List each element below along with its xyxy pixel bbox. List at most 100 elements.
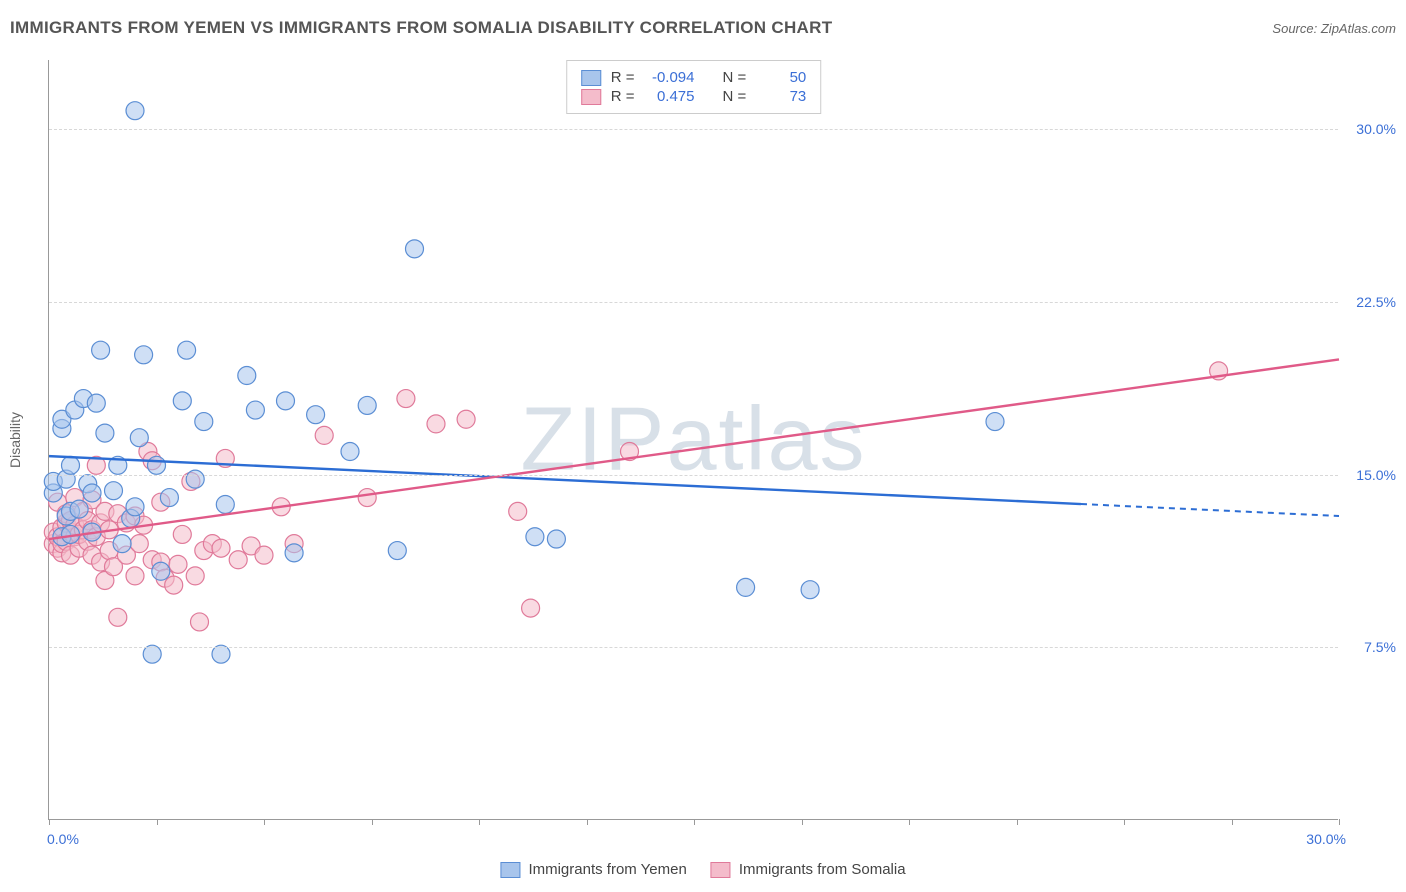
- data-point: [191, 613, 209, 631]
- trend-line: [49, 359, 1339, 539]
- plot-area: ZIPatlas R =-0.094N =50R =0.475N =73 Dis…: [48, 60, 1338, 820]
- chart-svg: [49, 60, 1338, 819]
- data-point: [126, 498, 144, 516]
- data-point: [126, 567, 144, 585]
- stats-legend: R = -0.094 N = 50 R = 0.475 N = 73: [566, 60, 822, 114]
- data-point: [126, 102, 144, 120]
- data-point: [341, 443, 359, 461]
- r-value: 0.475: [645, 88, 695, 105]
- data-point: [457, 410, 475, 428]
- xtick: [479, 819, 480, 825]
- data-point: [83, 484, 101, 502]
- data-point: [406, 240, 424, 258]
- x-axis-max-label: 30.0%: [1306, 831, 1346, 847]
- bottom-legend: Immigrants from Yemen Immigrants from Som…: [500, 861, 905, 878]
- gridline: [49, 129, 1338, 130]
- r-label: R =: [611, 69, 635, 86]
- xtick: [264, 819, 265, 825]
- n-value: 73: [756, 88, 806, 105]
- data-point: [87, 394, 105, 412]
- data-point: [509, 502, 527, 520]
- n-label: N =: [723, 69, 747, 86]
- stats-row: R = -0.094 N = 50: [581, 69, 807, 86]
- data-point: [165, 576, 183, 594]
- data-point: [427, 415, 445, 433]
- xtick: [157, 819, 158, 825]
- legend-label: Immigrants from Somalia: [739, 861, 906, 878]
- xtick: [1232, 819, 1233, 825]
- source-attribution: Source: ZipAtlas.com: [1272, 21, 1396, 36]
- legend-item: Immigrants from Yemen: [500, 861, 686, 878]
- xtick: [802, 819, 803, 825]
- data-point: [801, 581, 819, 599]
- xtick: [1339, 819, 1340, 825]
- chart-title: IMMIGRANTS FROM YEMEN VS IMMIGRANTS FROM…: [10, 18, 832, 38]
- data-point: [148, 456, 166, 474]
- data-point: [358, 489, 376, 507]
- data-point: [169, 555, 187, 573]
- xtick: [1017, 819, 1018, 825]
- legend-swatch: [711, 862, 731, 878]
- data-point: [526, 528, 544, 546]
- data-point: [229, 551, 247, 569]
- data-point: [547, 530, 565, 548]
- r-label: R =: [611, 88, 635, 105]
- data-point: [307, 406, 325, 424]
- data-point: [986, 413, 1004, 431]
- data-point: [186, 470, 204, 488]
- data-point: [130, 535, 148, 553]
- gridline: [49, 475, 1338, 476]
- data-point: [109, 608, 127, 626]
- data-point: [152, 562, 170, 580]
- data-point: [315, 426, 333, 444]
- n-value: 50: [756, 69, 806, 86]
- data-point: [238, 367, 256, 385]
- data-point: [130, 429, 148, 447]
- data-point: [277, 392, 295, 410]
- data-point: [358, 396, 376, 414]
- legend-swatch: [581, 70, 601, 86]
- legend-swatch: [581, 89, 601, 105]
- data-point: [105, 482, 123, 500]
- data-point: [388, 542, 406, 560]
- data-point: [522, 599, 540, 617]
- ytick-label: 15.0%: [1356, 467, 1396, 483]
- xtick: [372, 819, 373, 825]
- data-point: [737, 578, 755, 596]
- gridline: [49, 302, 1338, 303]
- data-point: [113, 535, 131, 553]
- x-axis-min-label: 0.0%: [47, 831, 79, 847]
- data-point: [178, 341, 196, 359]
- data-point: [397, 390, 415, 408]
- xtick: [694, 819, 695, 825]
- data-point: [173, 392, 191, 410]
- n-label: N =: [723, 88, 747, 105]
- xtick: [1124, 819, 1125, 825]
- r-value: -0.094: [645, 69, 695, 86]
- data-point: [173, 525, 191, 543]
- data-point: [255, 546, 273, 564]
- gridline: [49, 647, 1338, 648]
- ytick-label: 30.0%: [1356, 121, 1396, 137]
- ytick-label: 7.5%: [1364, 639, 1396, 655]
- data-point: [285, 544, 303, 562]
- data-point: [216, 495, 234, 513]
- legend-item: Immigrants from Somalia: [711, 861, 906, 878]
- data-point: [212, 539, 230, 557]
- legend-label: Immigrants from Yemen: [528, 861, 686, 878]
- trend-line-dashed: [1081, 504, 1339, 516]
- xtick: [49, 819, 50, 825]
- ytick-label: 22.5%: [1356, 294, 1396, 310]
- data-point: [195, 413, 213, 431]
- data-point: [92, 341, 110, 359]
- data-point: [186, 567, 204, 585]
- data-point: [135, 346, 153, 364]
- data-point: [246, 401, 264, 419]
- data-point: [62, 456, 80, 474]
- y-axis-label: Disability: [7, 411, 23, 467]
- stats-row: R = 0.475 N = 73: [581, 88, 807, 105]
- xtick: [587, 819, 588, 825]
- data-point: [160, 489, 178, 507]
- data-point: [96, 424, 114, 442]
- data-point: [70, 500, 88, 518]
